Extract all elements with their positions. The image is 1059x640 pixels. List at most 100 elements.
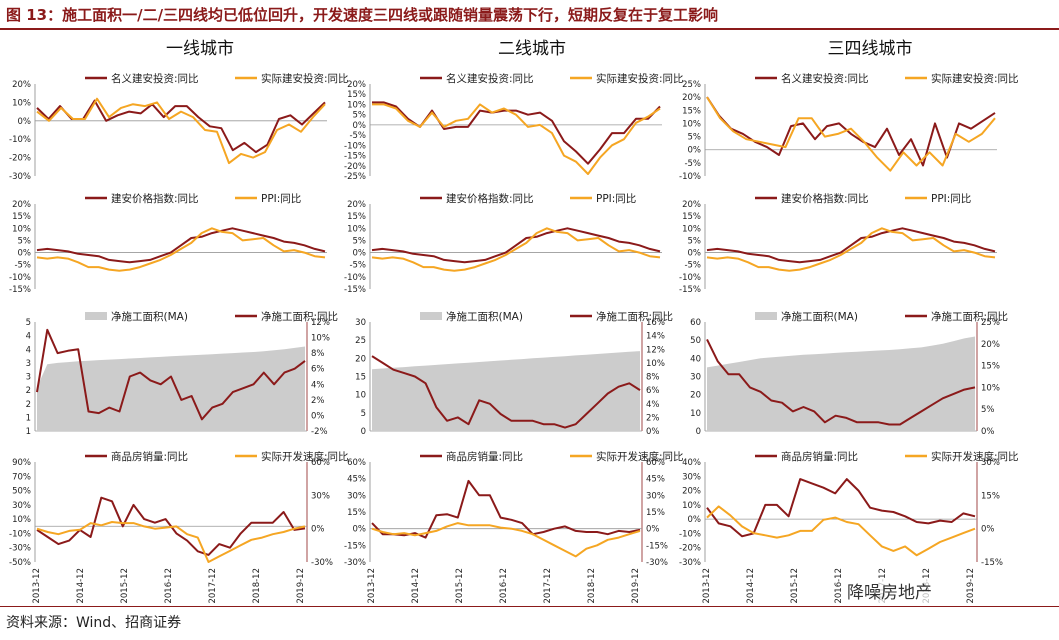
x-tick-label: 2014-12 (76, 568, 86, 604)
legend-label: 建安价格指数:同比 (111, 192, 199, 205)
y2-tick-label: 10% (311, 334, 330, 344)
x-tick-label: 2019-12 (296, 568, 306, 604)
y2-tick-label: -15% (981, 558, 1003, 568)
x-tick-label: 2013-12 (367, 568, 377, 604)
y-tick-label: 50% (12, 487, 31, 497)
y-tick-label: 5% (688, 133, 702, 143)
y-tick-label: 10% (682, 119, 701, 129)
y-tick-label: 0% (353, 525, 367, 535)
legend-entry: 净施工面积(MA) (420, 310, 523, 323)
y-tick-label: 10% (12, 98, 31, 108)
x-tick-label: 2016-12 (499, 568, 509, 604)
y-tick-label: 10% (12, 515, 31, 525)
y-tick-label: 3 (26, 373, 31, 383)
legend-entry: 净施工面积:同比 (905, 310, 1008, 323)
legend-label: 商品房销量:同比 (111, 450, 188, 463)
legend-entry: 名义建安投资:同比 (755, 72, 869, 85)
legend-entry: 净施工面积(MA) (85, 310, 188, 323)
series-line (36, 328, 306, 421)
series-line (371, 479, 641, 539)
y2-tick-label: 8% (646, 373, 660, 383)
series-line (371, 522, 641, 558)
y2-tick-label: 12% (646, 345, 665, 355)
series-line (706, 96, 996, 167)
y-tick-label: 10% (12, 224, 31, 234)
y-tick-label: 4 (26, 332, 31, 342)
y-tick-label: -20% (344, 162, 366, 172)
y-tick-label: 30% (347, 491, 366, 501)
y-tick-label: 0% (353, 249, 367, 259)
series-area (707, 336, 975, 431)
legend-entry: PPI:同比 (905, 192, 971, 205)
y2-tick-label: 15% (646, 508, 665, 518)
y-tick-label: 15% (347, 508, 366, 518)
y-tick-label: 20 (690, 391, 701, 401)
x-tick-label: 2015-12 (790, 568, 800, 604)
legend-entry: 实际开发速度:同比 (570, 450, 684, 463)
y2-tick-label: 20% (981, 340, 1000, 350)
figure-title: 图 13：施工面积一/二/三四线均已低位回升，开发速度三四线或跟随销量震荡下行，… (6, 6, 719, 24)
y-tick-label: -10% (9, 273, 31, 283)
series-line (371, 227, 661, 264)
y2-tick-label: 25% (981, 318, 1000, 328)
y-tick-label: -10% (679, 172, 701, 182)
y-tick-label: -10% (679, 273, 701, 283)
x-tick-label: 2013-12 (32, 568, 42, 604)
legend-label: 实际建安投资:同比 (931, 72, 1019, 85)
legend-entry: 实际建安投资:同比 (570, 72, 684, 85)
y2-tick-label: 10% (646, 359, 665, 369)
legend-label: 净施工面积(MA) (781, 310, 858, 323)
y-tick-label: -30% (9, 544, 31, 554)
legend-label: 名义建安投资:同比 (446, 72, 534, 85)
y2-tick-label: 0% (311, 525, 325, 535)
y2-tick-label: 0% (981, 427, 995, 437)
legend-entry: 名义建安投资:同比 (420, 72, 534, 85)
series-line (706, 96, 996, 172)
x-tick-label: 2016-12 (834, 568, 844, 604)
y-tick-label: 20% (12, 80, 31, 90)
x-tick-label: 2014-12 (746, 568, 756, 604)
chart-construction-1: 净施工面积(MA) 净施工面积:同比 1 1 2 2 3 3 4 4 5 -2% 0% 2% 4% 6% 8% 1… (26, 310, 338, 437)
series-line (372, 101, 661, 165)
y-tick-label: 0% (353, 121, 367, 131)
y-tick-label: -20% (679, 544, 701, 554)
legend-entry: 净施工面积:同比 (235, 310, 338, 323)
legend-label: 净施工面积:同比 (261, 310, 338, 323)
legend-label: 实际建安投资:同比 (261, 72, 349, 85)
source-note: 资料来源：Wind、招商证券 (6, 615, 182, 631)
legend-label: PPI:同比 (931, 192, 971, 205)
x-tick-label: 2019-12 (966, 568, 976, 604)
y-tick-label: -15% (679, 285, 701, 295)
y-tick-label: -10% (9, 529, 31, 539)
y-tick-label: 20% (347, 200, 366, 210)
series-area (37, 346, 305, 431)
series-line (372, 103, 661, 175)
legend-label: 名义建安投资:同比 (781, 72, 869, 85)
y2-tick-label: 12% (311, 318, 330, 328)
y2-tick-label: 6% (311, 365, 325, 375)
y2-tick-label: 60% (646, 458, 665, 468)
chart-sales-3: 商品房销量:同比 实际开发速度:同比 -30% -20% -10% 0% 10% 20% 30%… (679, 450, 1019, 604)
legend-swatch (85, 312, 107, 320)
y-tick-label: 1 (26, 427, 31, 437)
legend-label: 净施工面积(MA) (446, 310, 523, 323)
legend-entry: 建安价格指数:同比 (85, 192, 199, 205)
chart-sales-1: 商品房销量:同比 实际开发速度:同比 -50% -30% -10% 10% 30% 50% 70… (9, 450, 349, 604)
series-line (36, 227, 326, 264)
y-tick-label: 0 (361, 427, 366, 437)
column-header-tier3: 三四线城市 (827, 39, 913, 59)
y-tick-label: 50 (690, 336, 701, 346)
legend-label: 实际开发速度:同比 (261, 450, 349, 463)
y2-tick-label: 6% (646, 386, 660, 396)
y2-tick-label: 0% (646, 427, 660, 437)
x-tick-label: 2018-12 (252, 568, 262, 604)
y2-tick-label: 15% (981, 362, 1000, 372)
y-tick-label: -15% (344, 152, 366, 162)
chart-price-1: 建安价格指数:同比 PPI:同比 -15% -10% -5% 0% 5% 10% 15% 20% (9, 192, 327, 295)
y-tick-label: 70% (12, 472, 31, 482)
y-tick-label: 15 (355, 373, 366, 383)
y-tick-label: -10% (344, 273, 366, 283)
y2-tick-label: 30% (646, 491, 665, 501)
y-tick-label: 20% (347, 80, 366, 90)
y-tick-label: 2 (26, 386, 31, 396)
